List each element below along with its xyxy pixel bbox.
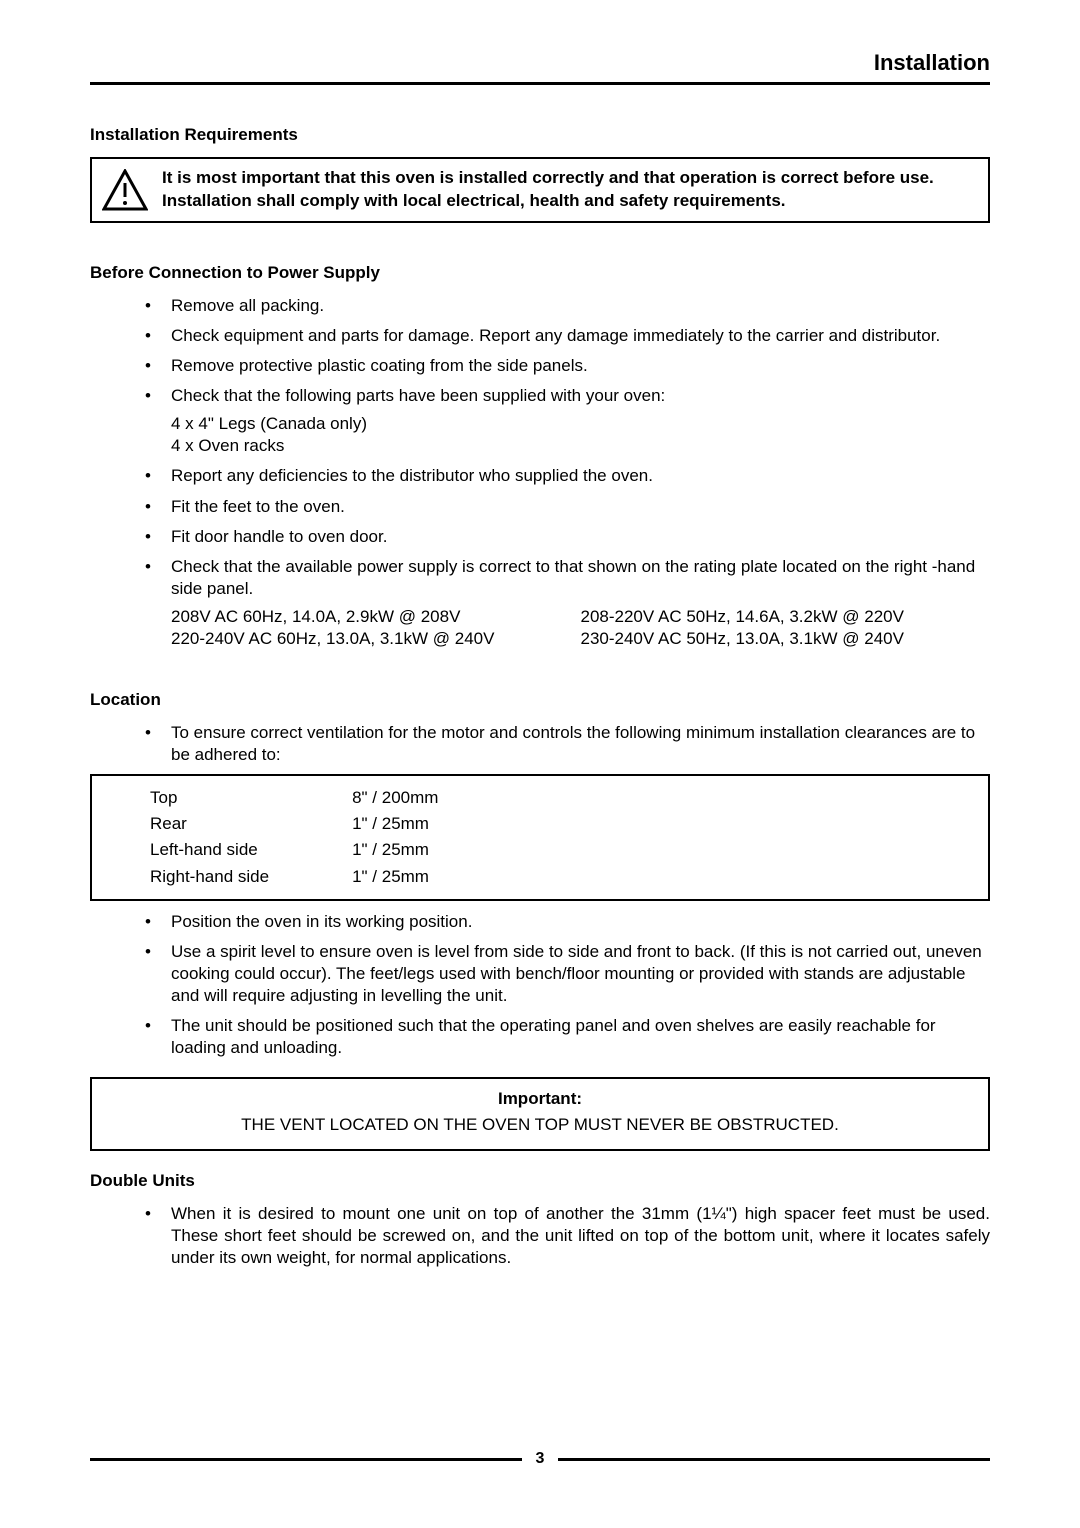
list-text: Fit door handle to oven door. xyxy=(171,527,387,546)
heading-before-connection: Before Connection to Power Supply xyxy=(90,263,990,283)
page-header-title: Installation xyxy=(90,50,990,76)
before-connection-list: Remove all packing. Check equipment and … xyxy=(90,295,990,650)
warning-line-2: Installation shall comply with local ele… xyxy=(162,190,934,213)
clearance-label: Rear xyxy=(149,812,349,836)
clearance-table: Top 8" / 200mm Rear 1" / 25mm Left-hand … xyxy=(147,784,520,890)
list-item: Check that the following parts have been… xyxy=(145,385,990,457)
list-text: Position the oven in its working positio… xyxy=(171,912,472,931)
list-text: When it is desired to mount one unit on … xyxy=(171,1204,990,1267)
warning-triangle-icon xyxy=(102,169,152,211)
list-item: Position the oven in its working positio… xyxy=(145,911,990,933)
list-text: Check equipment and parts for damage. Re… xyxy=(171,326,940,345)
clearance-value: 1" / 25mm xyxy=(351,812,518,836)
page-number: 3 xyxy=(522,1450,559,1468)
list-text: Check that the following parts have been… xyxy=(171,386,665,405)
list-text: To ensure correct ventilation for the mo… xyxy=(171,723,975,764)
list-text: Fit the feet to the oven. xyxy=(171,497,345,516)
clearance-value: 8" / 200mm xyxy=(351,786,518,810)
list-item: Use a spirit level to ensure oven is lev… xyxy=(145,941,990,1007)
sub-line: 4 x Oven racks xyxy=(171,435,990,457)
footer-rule-left xyxy=(90,1458,522,1461)
list-item: To ensure correct ventilation for the mo… xyxy=(145,722,990,766)
clearance-box: Top 8" / 200mm Rear 1" / 25mm Left-hand … xyxy=(90,774,990,900)
clearance-label: Right-hand side xyxy=(149,865,349,889)
list-text: Check that the available power supply is… xyxy=(171,557,975,598)
warning-box: It is most important that this oven is i… xyxy=(90,157,990,223)
list-item: Check equipment and parts for damage. Re… xyxy=(145,325,990,347)
list-item: When it is desired to mount one unit on … xyxy=(145,1203,990,1269)
warning-text: It is most important that this oven is i… xyxy=(162,167,934,213)
heading-double-units: Double Units xyxy=(90,1171,990,1191)
power-spec: 208-220V AC 50Hz, 14.6A, 3.2kW @ 220V xyxy=(581,606,991,628)
list-text: The unit should be positioned such that … xyxy=(171,1016,936,1057)
list-item: Check that the available power supply is… xyxy=(145,556,990,650)
clearance-label: Left-hand side xyxy=(149,838,349,862)
important-text: THE VENT LOCATED ON THE OVEN TOP MUST NE… xyxy=(102,1115,978,1135)
clearance-value: 1" / 25mm xyxy=(351,865,518,889)
list-item: Report any deficiencies to the distribut… xyxy=(145,465,990,487)
power-spec: 208V AC 60Hz, 14.0A, 2.9kW @ 208V xyxy=(171,606,581,628)
list-item: Fit door handle to oven door. xyxy=(145,526,990,548)
list-text: Report any deficiencies to the distribut… xyxy=(171,466,653,485)
list-item: Remove all packing. xyxy=(145,295,990,317)
clearance-value: 1" / 25mm xyxy=(351,838,518,862)
footer-rule-right xyxy=(558,1458,990,1461)
sub-line: 4 x 4" Legs (Canada only) xyxy=(171,413,990,435)
list-text: Use a spirit level to ensure oven is lev… xyxy=(171,942,982,1005)
list-item: Remove protective plastic coating from t… xyxy=(145,355,990,377)
power-spec: 220-240V AC 60Hz, 13.0A, 3.1kW @ 240V xyxy=(171,628,581,650)
heading-location: Location xyxy=(90,690,990,710)
document-page: Installation Installation Requirements I… xyxy=(0,0,1080,1528)
double-units-list: When it is desired to mount one unit on … xyxy=(90,1203,990,1269)
warning-line-1: It is most important that this oven is i… xyxy=(162,167,934,190)
location-list-2: Position the oven in its working positio… xyxy=(90,911,990,1060)
page-footer: 3 xyxy=(90,1450,990,1468)
list-text: Remove all packing. xyxy=(171,296,324,315)
list-item: Fit the feet to the oven. xyxy=(145,496,990,518)
list-text: Remove protective plastic coating from t… xyxy=(171,356,588,375)
location-list-1: To ensure correct ventilation for the mo… xyxy=(90,722,990,766)
important-box: Important: THE VENT LOCATED ON THE OVEN … xyxy=(90,1077,990,1151)
header-rule xyxy=(90,82,990,85)
list-item: The unit should be positioned such that … xyxy=(145,1015,990,1059)
power-spec: 230-240V AC 50Hz, 13.0A, 3.1kW @ 240V xyxy=(581,628,991,650)
clearance-label: Top xyxy=(149,786,349,810)
important-label: Important: xyxy=(102,1089,978,1109)
heading-requirements: Installation Requirements xyxy=(90,125,990,145)
